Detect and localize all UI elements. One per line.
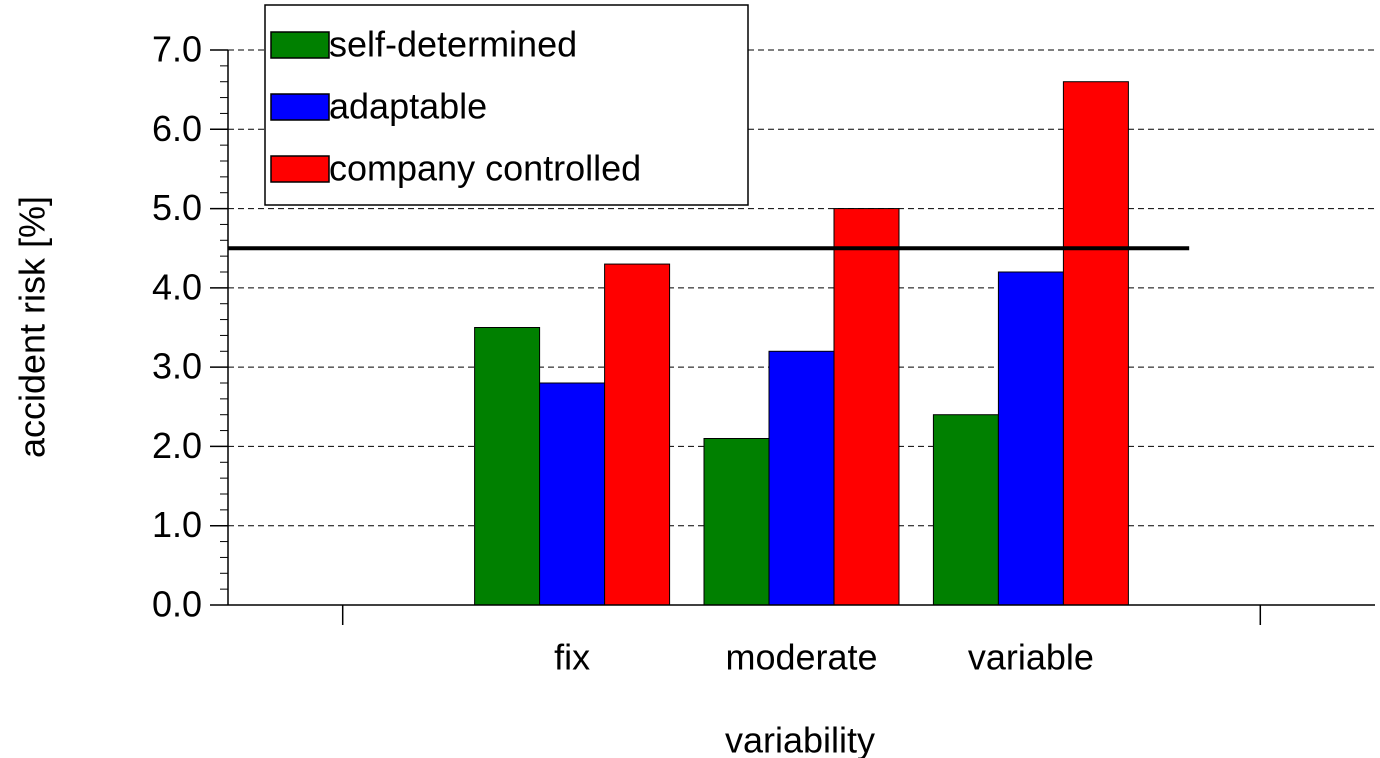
y-axis-label: accident risk [%] bbox=[12, 196, 53, 458]
bar bbox=[539, 382, 606, 606]
legend-swatch bbox=[270, 155, 330, 183]
x-tick-label: variable bbox=[968, 637, 1094, 678]
bar bbox=[768, 350, 835, 606]
x-tick-label: fix bbox=[554, 637, 590, 678]
legend-label: self-determined bbox=[329, 24, 577, 65]
y-tick-label: 4.0 bbox=[152, 266, 202, 307]
y-tick-label: 7.0 bbox=[152, 29, 202, 70]
legend-swatch bbox=[270, 93, 330, 121]
bar bbox=[997, 271, 1064, 606]
y-tick-label: 0.0 bbox=[152, 584, 202, 625]
y-tick-label: 2.0 bbox=[152, 425, 202, 466]
legend-label: company controlled bbox=[329, 148, 641, 189]
bar bbox=[604, 263, 671, 606]
bar bbox=[1062, 81, 1129, 606]
x-axis-label: variability bbox=[725, 720, 875, 758]
legend-label: adaptable bbox=[329, 86, 487, 127]
y-tick-label: 5.0 bbox=[152, 187, 202, 228]
x-tick-label: moderate bbox=[725, 637, 877, 678]
y-tick-label: 3.0 bbox=[152, 346, 202, 387]
bar bbox=[833, 208, 900, 606]
y-tick-label: 1.0 bbox=[152, 504, 202, 545]
y-tick-label: 6.0 bbox=[152, 108, 202, 149]
legend-box bbox=[264, 4, 749, 206]
bar bbox=[474, 327, 541, 606]
bar bbox=[703, 438, 770, 606]
bar bbox=[932, 414, 999, 606]
legend-swatch bbox=[270, 31, 330, 59]
